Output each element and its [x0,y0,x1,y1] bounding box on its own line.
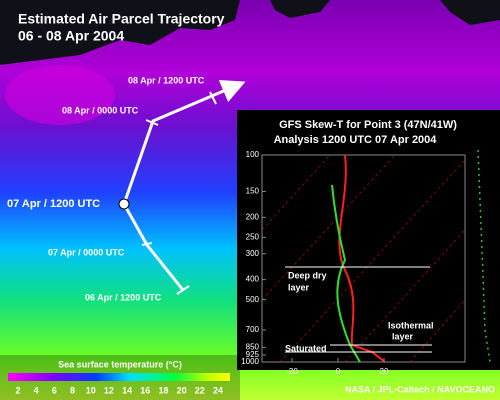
skew-t-frame [261,154,466,363]
colorbar-tick-label: 18 [158,385,168,395]
warm-patch [5,65,115,125]
pressure-tick-label: 1000 [241,357,259,366]
skew-t-panel [237,110,500,370]
trajectory-label: 08 Apr / 1200 UTC [128,75,205,85]
colorbar-tick-label: 6 [52,385,57,395]
pressure-tick-label: 925 [246,350,260,359]
temperature-tick-label: -20 [286,367,298,376]
pressure-tick-label: 500 [246,295,260,304]
trajectory-label: 07 Apr / 0000 UTC [48,247,125,257]
land [270,0,330,18]
pressure-tick-label: 300 [246,249,260,258]
dewpoint-profile [331,184,361,363]
pressure-tick-label: 150 [246,187,260,196]
skew-t-title: GFS Skew-T for Point 3 (47N/41W) [279,119,457,131]
land [440,0,500,25]
skew-t-subtitle: Analysis 1200 UTC 07 Apr 2004 [274,134,438,146]
colorbar [8,373,230,381]
annotation: layer [392,331,414,341]
annotation: Saturated [285,343,327,353]
current-position [118,198,130,210]
colorbar-tick-label: 24 [213,385,223,395]
annotation: Isothermal [388,320,434,330]
pressure-tick-label: 200 [246,212,260,221]
land [0,0,240,65]
colorbar-tick-label: 2 [15,385,20,395]
pressure-tick-label: 700 [246,325,260,334]
colorbar-tick-label: 10 [86,385,96,395]
colorbar-title: Sea surface temperature (°C) [58,359,182,369]
subtitle: 06 - 08 Apr 2004 [18,28,124,44]
credit: NASA / JPL-Caltech / NAVOCEANO [345,384,495,394]
trajectory-label: 06 Apr / 1200 UTC [85,292,162,302]
title: Estimated Air Parcel Trajectory [18,11,225,27]
pressure-tick-label: 250 [246,232,260,241]
colorbar-tick-label: 22 [195,385,205,395]
colorbar-tick-label: 8 [70,385,75,395]
trajectory-label: 08 Apr / 0000 UTC [62,105,139,115]
colorbar-tick-label: 4 [34,385,39,395]
temperature-tick-label: 0 [336,367,341,376]
temperature-tick-label: 20 [380,367,389,376]
pressure-tick-label: 100 [246,150,260,159]
colorbar-tick-label: 14 [122,385,132,395]
layer-lines [285,266,432,353]
pressure-tick-label: 400 [246,275,260,284]
colorbar-tick-label: 20 [177,385,187,395]
trajectory-ticks [141,91,217,295]
colorbar-tick-label: 16 [140,385,150,395]
pressure-tick-label: 850 [246,342,260,351]
annotation: Deep dry [288,270,327,280]
annotation: layer [288,282,310,292]
colorbar-tick-label: 12 [104,385,114,395]
trajectory-label: 07 Apr / 1200 UTC [7,198,100,210]
temperature-profile [338,154,386,363]
